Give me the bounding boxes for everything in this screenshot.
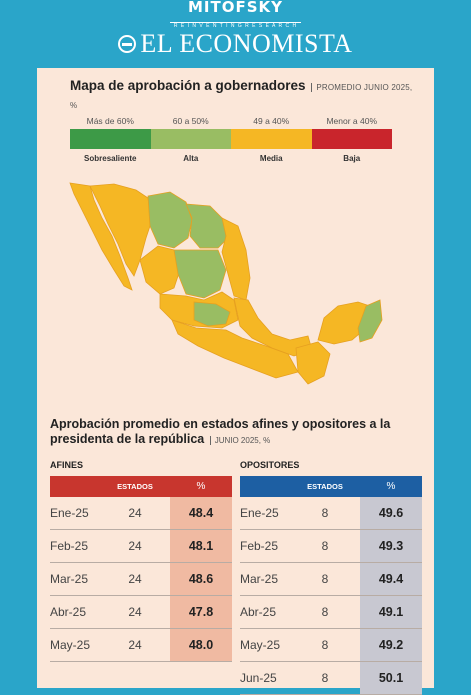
map-region-center bbox=[193, 301, 231, 327]
opositores-table: ESTADOS % Ene-25 8 49.6 Feb-25 8 49.3 Mar-25 8 4… bbox=[240, 476, 422, 695]
afines-estados-cell: 24 bbox=[128, 539, 142, 553]
table-row: May-25 24 48.0 bbox=[50, 629, 232, 662]
opositores-estados-cell: 8 bbox=[321, 638, 329, 652]
opositores-estados-cell: 8 bbox=[321, 506, 329, 520]
afines-estados-cell: 24 bbox=[128, 605, 142, 619]
afines-label: AFINES bbox=[50, 460, 84, 470]
opositores-table-header: ESTADOS % bbox=[240, 476, 422, 497]
map-region-quintana-roo bbox=[357, 299, 383, 343]
afines-period-cell: May-25 bbox=[50, 638, 91, 652]
opositores-pct-cell: 49.4 bbox=[360, 563, 422, 595]
table-row: Mar-25 8 49.4 bbox=[240, 563, 422, 596]
opositores-pct-cell: 49.1 bbox=[360, 596, 422, 628]
opositores-header-pct: % bbox=[386, 481, 396, 492]
map-region-sinaloa-durango bbox=[139, 245, 181, 295]
map-subtitle: PROMEDIO JUNIO 2025, % bbox=[70, 83, 413, 110]
afines-estados-cell: 24 bbox=[128, 572, 142, 586]
afines-estados-cell: 24 bbox=[128, 506, 142, 520]
legend-swatch-alta bbox=[150, 129, 231, 149]
table-row: May-25 8 49.2 bbox=[240, 629, 422, 662]
legend-name-sobresaliente: Sobresaliente bbox=[84, 154, 137, 163]
opositores-label: OPOSITORES bbox=[240, 460, 300, 470]
afines-period-cell: Mar-25 bbox=[50, 572, 89, 586]
table-row: Ene-25 8 49.6 bbox=[240, 497, 422, 530]
afines-pct-cell: 48.6 bbox=[170, 563, 232, 595]
map-region-baja-california bbox=[69, 182, 133, 291]
opositores-period-cell: Mar-25 bbox=[240, 572, 279, 586]
afines-table: ESTADOS % Ene-25 24 48.4 Feb-25 24 48.1 Mar-25… bbox=[50, 476, 232, 662]
afines-header-estados: ESTADOS bbox=[117, 482, 153, 491]
pollster-logo: MITOFSKY R E I N V E N T I N G R E S E A… bbox=[0, 0, 471, 29]
infographic-panel: Mapa de aprobación a gobernadores PROMED… bbox=[37, 68, 434, 695]
map-region-gulf bbox=[233, 297, 313, 357]
afines-pct-cell: 48.4 bbox=[170, 497, 232, 529]
map-region-coahuila bbox=[185, 203, 229, 249]
table-row: Mar-25 24 48.6 bbox=[50, 563, 232, 596]
afines-pct-cell: 48.0 bbox=[170, 629, 232, 661]
afines-header-pct: % bbox=[196, 481, 206, 492]
map-region-zacatecas bbox=[173, 249, 227, 299]
pollster-tagline: R E I N V E N T I N G R E S E A R C H bbox=[169, 22, 302, 29]
opositores-period-cell: Abr-25 bbox=[240, 605, 277, 619]
opositores-table-body: Ene-25 8 49.6 Feb-25 8 49.3 Mar-25 8 49.4 Abr-25 8… bbox=[240, 497, 422, 695]
afines-estados-cell: 24 bbox=[128, 638, 142, 652]
mexico-map bbox=[69, 182, 383, 385]
opositores-pct-cell: 50.1 bbox=[360, 662, 422, 694]
opositores-estados-cell: 8 bbox=[321, 671, 329, 685]
legend-range-sobresaliente: Más de 60% bbox=[86, 116, 134, 126]
opositores-pct-cell: 49.3 bbox=[360, 530, 422, 562]
table-row: Feb-25 24 48.1 bbox=[50, 530, 232, 563]
afines-pct-cell: 48.1 bbox=[170, 530, 232, 562]
tables-title-text: Aprobación promedio en estados afines y … bbox=[50, 417, 391, 446]
table-row: Jun-25 8 50.1 bbox=[240, 662, 422, 695]
map-title: Mapa de aprobación a gobernadores PROMED… bbox=[70, 78, 420, 114]
table-row: Abr-25 24 47.8 bbox=[50, 596, 232, 629]
legend-name-media: Media bbox=[259, 154, 283, 163]
legend-swatch-media bbox=[231, 129, 312, 149]
map-region-northeast bbox=[221, 217, 251, 301]
map-title-text: Mapa de aprobación a gobernadores bbox=[70, 78, 306, 93]
legend-name-baja: Baja bbox=[343, 154, 361, 163]
opositores-estados-cell: 8 bbox=[321, 605, 329, 619]
map-region-southeast bbox=[295, 341, 331, 385]
afines-period-cell: Abr-25 bbox=[50, 605, 87, 619]
legend-range-media: 49 a 40% bbox=[253, 116, 290, 126]
afines-period-cell: Feb-25 bbox=[50, 539, 89, 553]
opositores-period-cell: Ene-25 bbox=[240, 506, 279, 520]
pollster-name: MITOFSKY bbox=[187, 0, 284, 16]
map-legend: Más de 60% 60 a 50% 49 a 40% Menor a 40%… bbox=[70, 116, 392, 163]
legend-swatch-sobresaliente bbox=[70, 129, 151, 149]
opositores-header-estados: ESTADOS bbox=[307, 482, 343, 491]
map-region-chihuahua bbox=[147, 191, 193, 249]
opositores-period-cell: Jun-25 bbox=[240, 671, 277, 685]
publication-logo: EL ECONOMISTA bbox=[0, 28, 471, 60]
tables-subtitle: JUNIO 2025, % bbox=[209, 436, 271, 445]
afines-table-header: ESTADOS % bbox=[50, 476, 232, 497]
opositores-pct-cell: 49.2 bbox=[360, 629, 422, 661]
opositores-period-cell: Feb-25 bbox=[240, 539, 279, 553]
legend-range-baja: Menor a 40% bbox=[326, 116, 378, 126]
table-row: Ene-25 24 48.4 bbox=[50, 497, 232, 530]
table-row: Abr-25 8 49.1 bbox=[240, 596, 422, 629]
tables-title: Aprobación promedio en estados afines y … bbox=[50, 417, 420, 448]
legend-swatch-baja bbox=[311, 129, 392, 149]
legend-name-alta: Alta bbox=[183, 154, 199, 163]
opositores-pct-cell: 49.6 bbox=[360, 497, 422, 529]
opositores-estados-cell: 8 bbox=[321, 539, 329, 553]
legend-range-alta: 60 a 50% bbox=[172, 116, 209, 126]
globe-icon bbox=[118, 35, 137, 53]
afines-pct-cell: 47.8 bbox=[170, 596, 232, 628]
table-row: Feb-25 8 49.3 bbox=[240, 530, 422, 563]
opositores-estados-cell: 8 bbox=[321, 572, 329, 586]
afines-period-cell: Ene-25 bbox=[50, 506, 89, 520]
publication-name: EL ECONOMISTA bbox=[140, 29, 353, 58]
afines-table-body: Ene-25 24 48.4 Feb-25 24 48.1 Mar-25 24 48.6 Abr-… bbox=[50, 497, 232, 662]
opositores-period-cell: May-25 bbox=[240, 638, 281, 652]
